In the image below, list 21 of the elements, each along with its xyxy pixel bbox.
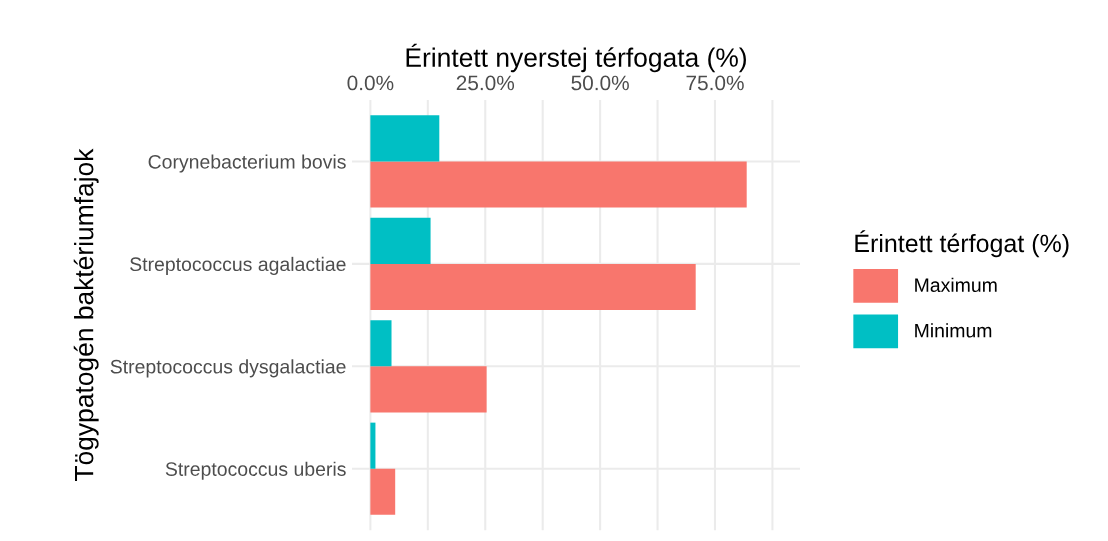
y-tick-label: Streptococcus uberis bbox=[165, 461, 346, 480]
bar bbox=[370, 217, 431, 264]
bar bbox=[370, 263, 696, 310]
x-tick-label: 50.0% bbox=[571, 75, 629, 91]
x-tick-label: 75.0% bbox=[686, 75, 744, 91]
bar bbox=[370, 366, 487, 413]
x-axis-title: Érintett nyerstej térfogata (%) bbox=[406, 43, 746, 73]
x-tick-label: 0.0% bbox=[347, 75, 394, 91]
y-axis-title: Tögypatogén baktériumfajok bbox=[73, 148, 99, 481]
bar bbox=[370, 161, 747, 208]
legend-label: Maximum bbox=[915, 277, 997, 293]
legend-label: Minimum bbox=[915, 323, 992, 338]
y-tick-label: Corynebacterium bovis bbox=[148, 154, 346, 173]
bar bbox=[370, 115, 440, 162]
bar bbox=[370, 468, 396, 515]
legend-title: Érintett térfogat (%) bbox=[855, 230, 1069, 258]
y-tick-label: Streptococcus agalactiae bbox=[130, 256, 346, 275]
bar bbox=[370, 320, 392, 367]
bar bbox=[370, 422, 376, 469]
y-tick-label: Streptococcus dysgalactiae bbox=[110, 359, 346, 378]
x-tick-label: 25.0% bbox=[456, 75, 515, 91]
